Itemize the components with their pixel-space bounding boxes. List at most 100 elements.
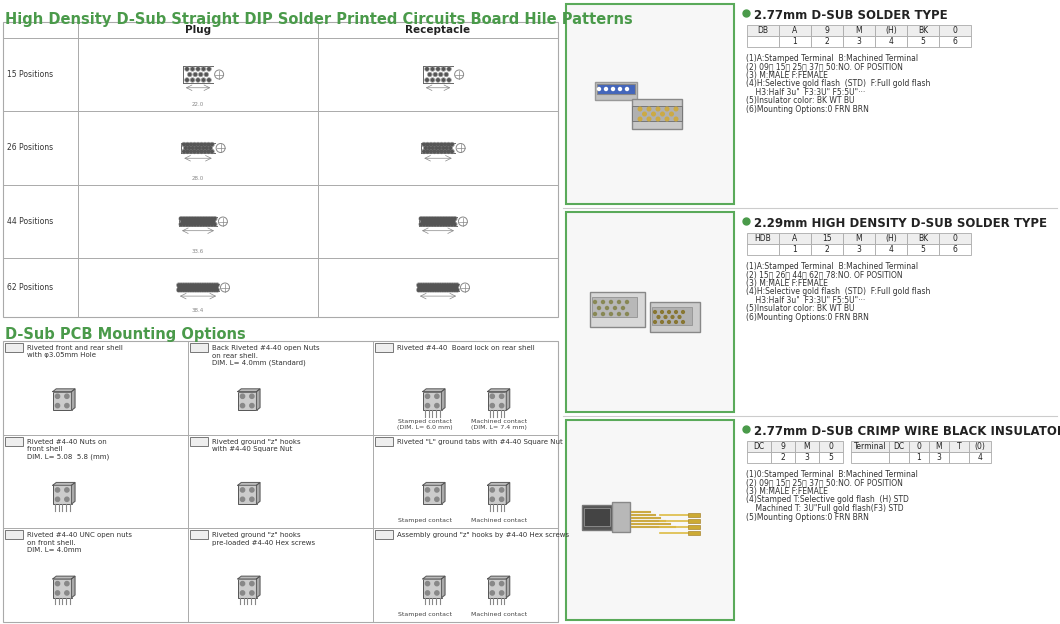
- Circle shape: [455, 286, 457, 289]
- Circle shape: [423, 150, 425, 153]
- Circle shape: [437, 288, 439, 291]
- Text: 44 Positions: 44 Positions: [7, 217, 53, 226]
- Circle shape: [182, 284, 184, 286]
- Circle shape: [189, 286, 191, 289]
- Bar: [811, 233, 843, 244]
- Circle shape: [201, 288, 205, 291]
- Bar: [5, 437, 23, 446]
- Circle shape: [188, 147, 191, 149]
- Text: Plug: Plug: [184, 25, 211, 35]
- Circle shape: [216, 288, 218, 291]
- Polygon shape: [237, 389, 260, 392]
- Text: Receptacle: Receptacle: [405, 25, 471, 35]
- Circle shape: [207, 284, 209, 286]
- Circle shape: [490, 394, 494, 398]
- Text: 2: 2: [780, 453, 785, 462]
- Circle shape: [426, 286, 428, 289]
- Circle shape: [206, 147, 208, 149]
- Circle shape: [594, 313, 597, 316]
- Circle shape: [450, 217, 454, 220]
- Circle shape: [425, 404, 429, 407]
- Circle shape: [440, 73, 442, 76]
- Circle shape: [434, 223, 437, 226]
- Bar: [237, 485, 257, 504]
- Circle shape: [435, 288, 437, 291]
- Circle shape: [65, 582, 69, 586]
- Circle shape: [440, 286, 443, 289]
- Circle shape: [625, 87, 629, 90]
- Circle shape: [195, 147, 197, 149]
- Text: 3: 3: [805, 453, 810, 462]
- Circle shape: [215, 286, 217, 289]
- Text: 0: 0: [12, 344, 17, 351]
- Polygon shape: [53, 482, 75, 485]
- Circle shape: [202, 223, 205, 226]
- Circle shape: [186, 223, 188, 226]
- Text: (2) 15。 26。 44。 62。 78:NO. OF POSITION: (2) 15。 26。 44。 62。 78:NO. OF POSITION: [746, 270, 903, 280]
- Circle shape: [184, 147, 187, 149]
- Circle shape: [205, 286, 208, 289]
- Polygon shape: [53, 576, 75, 579]
- Circle shape: [180, 223, 182, 226]
- Circle shape: [621, 306, 624, 310]
- Circle shape: [192, 284, 194, 286]
- Circle shape: [197, 284, 199, 286]
- Circle shape: [184, 284, 188, 286]
- Circle shape: [425, 223, 428, 226]
- Text: 2.77mm D-SUB SOLDER TYPE: 2.77mm D-SUB SOLDER TYPE: [754, 9, 948, 22]
- Circle shape: [195, 286, 198, 289]
- Circle shape: [598, 87, 601, 90]
- Circle shape: [499, 591, 504, 595]
- Bar: [53, 579, 72, 598]
- Bar: [909, 452, 929, 463]
- Circle shape: [638, 117, 641, 121]
- Circle shape: [434, 286, 436, 289]
- Circle shape: [431, 217, 434, 220]
- Bar: [889, 452, 909, 463]
- Circle shape: [55, 582, 59, 586]
- Circle shape: [202, 147, 205, 149]
- Circle shape: [423, 143, 425, 146]
- Bar: [909, 441, 929, 452]
- Circle shape: [499, 497, 504, 502]
- Polygon shape: [237, 482, 260, 485]
- Circle shape: [682, 321, 685, 323]
- Circle shape: [437, 223, 439, 226]
- Text: M: M: [855, 26, 863, 35]
- Circle shape: [437, 143, 439, 146]
- Circle shape: [674, 107, 677, 111]
- Circle shape: [428, 286, 431, 289]
- Circle shape: [55, 488, 59, 492]
- Circle shape: [454, 217, 456, 220]
- Circle shape: [441, 220, 443, 223]
- Circle shape: [654, 311, 656, 313]
- Text: 5: 5: [829, 453, 833, 462]
- Bar: [632, 99, 682, 129]
- Circle shape: [454, 288, 456, 291]
- Text: Assembly ground "z" hooks by #4-40 Hex screws: Assembly ground "z" hooks by #4-40 Hex s…: [398, 532, 569, 539]
- Circle shape: [208, 223, 211, 226]
- Circle shape: [191, 217, 194, 220]
- Circle shape: [197, 143, 199, 146]
- Circle shape: [448, 217, 450, 220]
- Circle shape: [211, 284, 214, 286]
- Circle shape: [442, 79, 445, 81]
- Bar: [949, 441, 969, 452]
- Circle shape: [436, 220, 438, 223]
- Bar: [969, 452, 991, 463]
- Bar: [237, 392, 257, 411]
- Circle shape: [204, 284, 207, 286]
- Text: 2.77mm D-SUB CRIMP WIRE BLACK INSULATOR: 2.77mm D-SUB CRIMP WIRE BLACK INSULATOR: [754, 425, 1060, 438]
- Bar: [747, 25, 779, 36]
- Circle shape: [429, 288, 432, 291]
- Circle shape: [421, 220, 424, 223]
- Circle shape: [241, 404, 245, 407]
- Circle shape: [211, 217, 213, 220]
- Bar: [590, 292, 644, 327]
- Circle shape: [429, 143, 432, 146]
- Circle shape: [450, 143, 454, 146]
- Text: Back Riveted #4-40 open Nuts
on rear shell.
DIM. L= 4.0mm (Standard): Back Riveted #4-40 open Nuts on rear she…: [212, 345, 320, 366]
- Circle shape: [445, 223, 447, 226]
- Polygon shape: [488, 576, 510, 579]
- Circle shape: [418, 288, 420, 291]
